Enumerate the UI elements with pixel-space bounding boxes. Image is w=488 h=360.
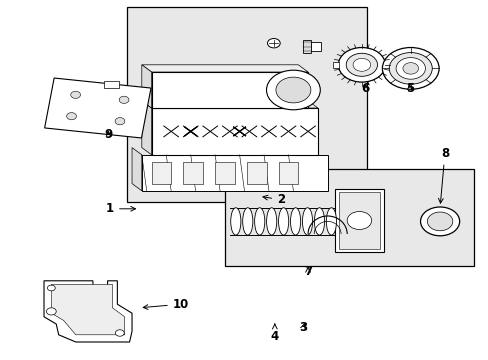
Circle shape — [382, 48, 438, 89]
Circle shape — [47, 285, 55, 291]
Text: 7: 7 — [304, 265, 311, 278]
Circle shape — [420, 207, 459, 236]
Bar — [334, 189, 383, 252]
Text: 6: 6 — [361, 82, 369, 95]
Bar — [151, 108, 317, 155]
Text: 8: 8 — [438, 147, 448, 203]
Polygon shape — [142, 65, 307, 72]
Circle shape — [338, 48, 385, 82]
Text: 5: 5 — [405, 82, 413, 95]
Text: 3: 3 — [299, 321, 306, 334]
Circle shape — [266, 70, 320, 110]
Circle shape — [275, 77, 310, 103]
Bar — [127, 7, 366, 202]
Circle shape — [402, 63, 418, 74]
Polygon shape — [142, 101, 151, 155]
Bar — [215, 162, 234, 184]
Ellipse shape — [278, 208, 288, 235]
Bar — [310, 42, 321, 51]
Text: 4: 4 — [270, 324, 278, 343]
Circle shape — [395, 58, 425, 79]
Circle shape — [115, 330, 124, 336]
Text: 9: 9 — [104, 129, 112, 141]
Polygon shape — [132, 148, 142, 191]
Circle shape — [388, 53, 431, 84]
Bar — [333, 62, 339, 68]
Bar — [151, 72, 307, 108]
Circle shape — [46, 308, 56, 315]
Circle shape — [346, 53, 377, 76]
Text: 10: 10 — [143, 298, 189, 311]
Circle shape — [119, 96, 129, 103]
Ellipse shape — [266, 208, 276, 235]
Bar — [303, 40, 310, 53]
Ellipse shape — [230, 208, 241, 235]
Ellipse shape — [314, 208, 324, 235]
Circle shape — [66, 113, 76, 120]
Circle shape — [352, 58, 370, 71]
Text: 1: 1 — [106, 202, 135, 215]
Circle shape — [427, 212, 452, 231]
Polygon shape — [142, 101, 317, 108]
Polygon shape — [44, 281, 132, 342]
Bar — [142, 155, 327, 191]
Bar — [183, 162, 203, 184]
Bar — [338, 192, 379, 249]
Ellipse shape — [325, 208, 336, 235]
Bar — [224, 169, 473, 266]
Polygon shape — [51, 284, 124, 335]
Bar — [151, 162, 171, 184]
Bar — [278, 162, 298, 184]
Ellipse shape — [302, 208, 312, 235]
Text: 2: 2 — [263, 193, 285, 206]
Bar — [246, 162, 266, 184]
Ellipse shape — [254, 208, 264, 235]
Circle shape — [71, 91, 81, 98]
Polygon shape — [44, 78, 151, 138]
Circle shape — [115, 118, 124, 125]
Circle shape — [267, 39, 280, 48]
Circle shape — [346, 212, 371, 230]
Polygon shape — [142, 65, 151, 108]
Ellipse shape — [242, 208, 252, 235]
Bar — [104, 81, 119, 87]
Ellipse shape — [290, 208, 300, 235]
